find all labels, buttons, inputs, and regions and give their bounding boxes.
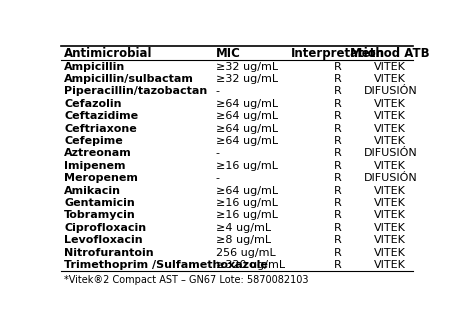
Text: R: R [334,136,341,146]
Text: R: R [334,198,341,208]
Text: R: R [334,161,341,171]
Text: ≥64 ug/mL: ≥64 ug/mL [216,185,278,196]
Text: ≥4 ug/mL: ≥4 ug/mL [216,223,271,233]
Text: VITEK: VITEK [374,74,406,84]
Text: DIFUSIÓN: DIFUSIÓN [363,173,417,183]
Text: R: R [334,86,341,97]
Text: *Vitek®2 Compact AST – GN67 Lote: 5870082103: *Vitek®2 Compact AST – GN67 Lote: 587008… [64,275,309,285]
Text: Ceftazidime: Ceftazidime [64,111,138,121]
Text: R: R [334,74,341,84]
Text: Ceftriaxone: Ceftriaxone [64,124,137,134]
Text: ≥16 ug/mL: ≥16 ug/mL [216,210,277,221]
Text: Ciprofloxacin: Ciprofloxacin [64,223,146,233]
Text: ≥32 ug/mL: ≥32 ug/mL [216,62,278,72]
Text: Cefepime: Cefepime [64,136,123,146]
Text: R: R [334,235,341,245]
Text: DIFUSIÓN: DIFUSIÓN [363,148,417,158]
Text: R: R [334,99,341,109]
Text: ≥16 ug/mL: ≥16 ug/mL [216,161,277,171]
Text: R: R [334,223,341,233]
Text: Amikacin: Amikacin [64,185,121,196]
Text: -: - [216,86,219,97]
Text: VITEK: VITEK [374,185,406,196]
Text: Trimethoprim /Sulfamethoxazole: Trimethoprim /Sulfamethoxazole [64,260,268,270]
Text: Aztreonam: Aztreonam [64,148,132,158]
Text: R: R [334,111,341,121]
Text: ≥64 ug/mL: ≥64 ug/mL [216,111,278,121]
Text: VITEK: VITEK [374,248,406,258]
Text: ≥16 ug/mL: ≥16 ug/mL [216,198,277,208]
Text: VITEK: VITEK [374,161,406,171]
Text: -: - [216,148,219,158]
Text: VITEK: VITEK [374,260,406,270]
Text: ≥32 ug/mL: ≥32 ug/mL [216,74,278,84]
Text: VITEK: VITEK [374,223,406,233]
Text: DIFUSIÓN: DIFUSIÓN [363,86,417,97]
Text: VITEK: VITEK [374,99,406,109]
Text: R: R [334,173,341,183]
Text: VITEK: VITEK [374,124,406,134]
Text: Method ATB: Method ATB [350,47,430,60]
Text: R: R [334,62,341,72]
Text: VITEK: VITEK [374,136,406,146]
Text: Tobramycin: Tobramycin [64,210,136,221]
Text: Imipenem: Imipenem [64,161,126,171]
Text: ≥64 ug/mL: ≥64 ug/mL [216,99,278,109]
Text: ≥320 ug/mL: ≥320 ug/mL [216,260,285,270]
Text: -: - [216,173,219,183]
Text: Ampicillin: Ampicillin [64,62,125,72]
Text: R: R [334,248,341,258]
Text: Meropenem: Meropenem [64,173,138,183]
Text: VITEK: VITEK [374,111,406,121]
Text: ≥64 ug/mL: ≥64 ug/mL [216,136,278,146]
Text: R: R [334,210,341,221]
Text: Antimicrobial: Antimicrobial [64,47,153,60]
Text: Gentamicin: Gentamicin [64,198,135,208]
Text: 256 ug/mL: 256 ug/mL [216,248,275,258]
Text: Nitrofurantoin: Nitrofurantoin [64,248,154,258]
Text: R: R [334,185,341,196]
Text: VITEK: VITEK [374,198,406,208]
Text: VITEK: VITEK [374,210,406,221]
Text: Interpretation: Interpretation [290,47,385,60]
Text: MIC: MIC [216,47,240,60]
Text: Piperacillin/tazobactan: Piperacillin/tazobactan [64,86,207,97]
Text: ≥8 ug/mL: ≥8 ug/mL [216,235,271,245]
Text: VITEK: VITEK [374,235,406,245]
Text: R: R [334,260,341,270]
Text: Cefazolin: Cefazolin [64,99,122,109]
Text: VITEK: VITEK [374,62,406,72]
Text: ≥64 ug/mL: ≥64 ug/mL [216,124,278,134]
Text: R: R [334,124,341,134]
Text: Ampicillin/sulbactam: Ampicillin/sulbactam [64,74,194,84]
Text: Levofloxacin: Levofloxacin [64,235,143,245]
Text: R: R [334,148,341,158]
